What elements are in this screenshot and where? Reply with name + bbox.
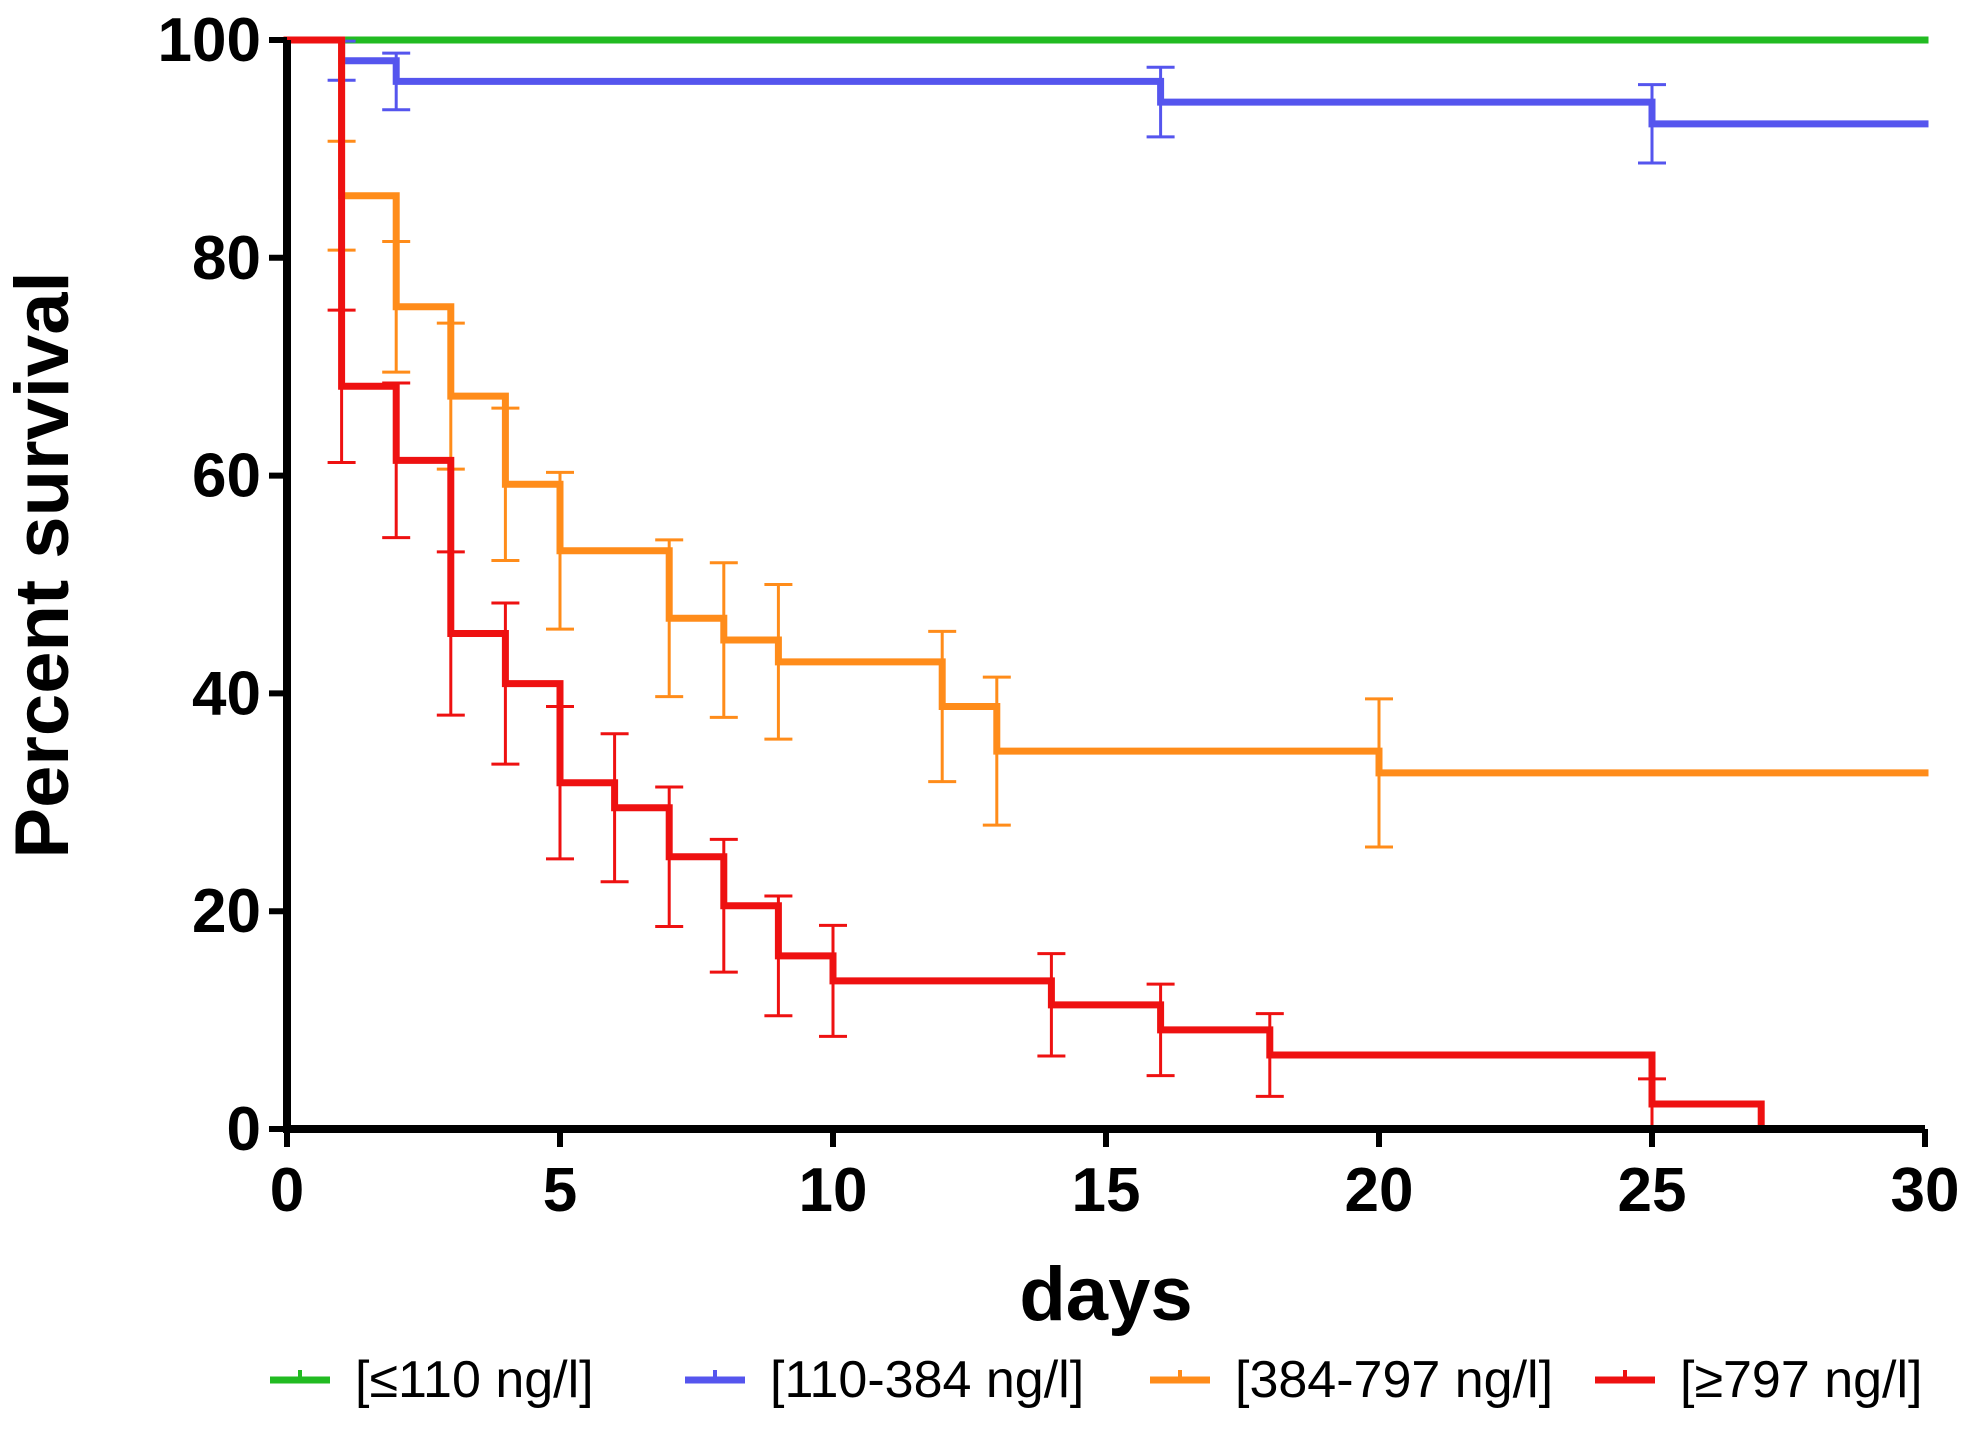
series-group xyxy=(283,36,1765,1133)
x-tick-label: 10 xyxy=(799,1156,868,1225)
x-tick-label: 5 xyxy=(543,1156,577,1225)
axes xyxy=(283,40,1925,1133)
legend: [≤110 ng/l] [110-384 ng/l] [384-797 ng/l] [… xyxy=(270,1351,1922,1409)
y-axis-title: Percent survival xyxy=(0,271,85,858)
series-line xyxy=(283,36,1929,128)
series-group xyxy=(283,36,1929,849)
series-line xyxy=(283,36,1929,777)
x-tick-label: 25 xyxy=(1618,1156,1687,1225)
legend-label: [384-797 ng/l] xyxy=(1235,1351,1553,1409)
legend-label: [≥797 ng/l] xyxy=(1680,1351,1922,1409)
x-axis-title: days xyxy=(1019,1252,1192,1337)
x-tick-label: 20 xyxy=(1345,1156,1414,1225)
y-tick-label: 20 xyxy=(192,877,261,946)
series-group xyxy=(283,36,1929,165)
x-tick-label: 15 xyxy=(1072,1156,1141,1225)
x-tick-label: 30 xyxy=(1891,1156,1960,1225)
survival-curves xyxy=(283,36,1929,1133)
y-tick-label: 80 xyxy=(192,224,261,293)
axis-ticks: 0 5 10 15 20 25 30 0 20 40 60 80 100 xyxy=(158,6,1960,1225)
legend-label: [≤110 ng/l] xyxy=(355,1351,594,1409)
x-tick-label: 0 xyxy=(270,1156,304,1225)
legend-label: [110-384 ng/l] xyxy=(770,1351,1084,1409)
y-tick-label: 0 xyxy=(227,1095,261,1164)
series-line xyxy=(283,36,1765,1133)
y-tick-label: 40 xyxy=(192,659,261,728)
y-tick-label: 60 xyxy=(192,442,261,511)
y-tick-label: 100 xyxy=(158,6,261,75)
